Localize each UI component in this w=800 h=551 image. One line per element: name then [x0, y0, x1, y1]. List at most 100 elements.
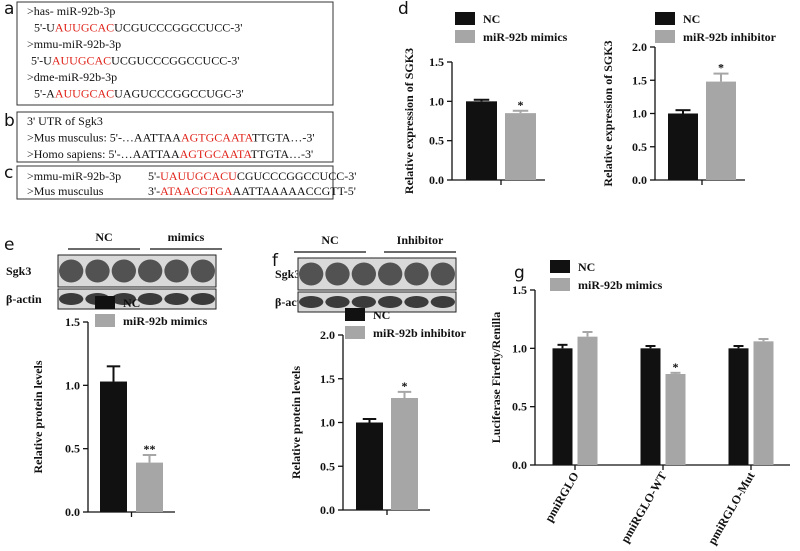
sequence-line: >has- miR-92b-3p: [27, 4, 115, 18]
y-tick-label: 0.0: [512, 458, 527, 472]
blot-band: [351, 262, 376, 286]
sequence-line: >dme-miR-92b-3p: [27, 70, 117, 84]
legend-swatch: [345, 308, 365, 321]
panel-label: f: [272, 251, 279, 271]
sequence-segment: 5'-U: [31, 54, 52, 68]
blot-band: [138, 259, 163, 283]
panel-label: e: [4, 235, 14, 255]
panel-a-box: [16, 1, 334, 106]
sequence-segment: >mmu-miR-92b-3p: [27, 37, 121, 51]
panel-label: g: [514, 263, 525, 283]
sequence-segment: >dme-miR-92b-3p: [27, 70, 117, 84]
sequence-segment: UCGUCCCGGCCUCC-3': [111, 54, 239, 68]
y-tick-label: 1.5: [632, 73, 647, 87]
legend-label: miR-92b mimics: [123, 314, 208, 328]
panel-b-box: [16, 111, 334, 163]
y-tick-label: 1.0: [429, 94, 444, 108]
legend-label: miR-92b mimics: [578, 278, 663, 292]
panel-label: b: [4, 111, 15, 131]
blot-band: [164, 259, 189, 283]
y-tick-label: 0.5: [632, 140, 647, 154]
blot-frame: [297, 257, 457, 291]
bar: [391, 398, 418, 510]
bar: [640, 348, 661, 465]
legend-label: NC: [483, 12, 500, 26]
sequence-segment: AGTGCAATA: [181, 131, 254, 145]
sequence-segment: AUUGCAC: [55, 21, 114, 35]
bar: [706, 81, 736, 180]
y-tick-label: 0.5: [320, 459, 335, 473]
sequence-segment: AUUGCAC: [55, 87, 114, 101]
blot-band: [59, 293, 84, 305]
blot-group-label: Inhibitor: [397, 233, 444, 247]
y-axis-label: Relative protein levels: [31, 360, 45, 473]
blot-row-label: β-actin: [6, 292, 42, 306]
sequence-segment: UCGUCCCGGCCUCC-3': [114, 21, 242, 35]
panel-label: c: [4, 163, 13, 183]
blot-band: [378, 262, 403, 286]
y-axis-label: Luciferase Firefly/Renilla: [489, 312, 503, 443]
bar: [505, 113, 536, 180]
blot-band: [111, 259, 136, 283]
sequence-segment: >Homo sapiens: 5'-…AATTAA: [27, 147, 180, 161]
sequence-segment: TTGTA…-3': [252, 131, 315, 145]
blot-band: [404, 296, 429, 308]
significance-mark: *: [718, 61, 724, 75]
bar: [100, 381, 127, 512]
legend-label: NC: [373, 308, 390, 322]
blot-band: [325, 262, 350, 286]
bar: [668, 113, 698, 180]
sequence-segment: >has- miR-92b-3p: [27, 4, 115, 18]
blot-band: [404, 262, 429, 286]
sequence-segment: >Mus musculus: 5'-…AATTAA: [27, 131, 181, 145]
sequence-segment: AATTAAAAACCGTT-5': [233, 184, 356, 198]
sequence-name: >mmu-miR-92b-3p: [27, 169, 121, 183]
bar: [665, 374, 686, 465]
panel-label: d: [398, 0, 409, 19]
sequence-segment: UAGUCCCGGCCUGC-3': [114, 87, 244, 101]
y-tick-label: 1.5: [429, 55, 444, 69]
y-tick-label: 1.0: [512, 341, 527, 355]
bar: [577, 336, 598, 465]
sequence-line: 5'-AAUUGCACUAGUCCCGGCCUGC-3': [31, 87, 244, 101]
x-tick-label: pmiRGLO-Mut: [705, 470, 758, 547]
bar: [728, 348, 749, 465]
x-tick-label: pmiRGLO-WT: [618, 470, 670, 546]
y-tick-label: 1.0: [632, 107, 647, 121]
sequence-segment: ATAACGTGA: [160, 184, 233, 198]
y-tick-label: 1.5: [512, 283, 527, 297]
sequence-line: 3' UTR of Sgk3: [27, 114, 103, 128]
y-tick-label: 2.0: [632, 40, 647, 54]
y-axis-label: Relative expression of SGK3: [402, 48, 416, 194]
sequence-segment: 5'-U: [31, 21, 55, 35]
sequence-segment: 3'-: [148, 184, 160, 198]
blot-band: [299, 296, 324, 308]
y-tick-label: 0.5: [429, 134, 444, 148]
legend-label: miR-92b inhibitor: [373, 326, 467, 340]
sequence-line: 3'-ATAACGTGAAATTAAAAACCGTT-5': [148, 184, 356, 198]
sequence-segment: UAUUGCACU: [160, 169, 237, 183]
legend-label: miR-92b inhibitor: [683, 30, 777, 44]
blot-band: [378, 296, 403, 308]
legend-swatch: [95, 314, 115, 327]
legend-label: miR-92b mimics: [483, 30, 568, 44]
y-tick-label: 0.5: [65, 442, 80, 456]
legend-swatch: [655, 30, 675, 43]
y-tick-label: 1.5: [320, 372, 335, 386]
sequence-segment: 3' UTR of Sgk3: [27, 114, 103, 128]
sequence-line: >Mus musculus: 5'-…AATTAAAGTGCAATATTGTA……: [27, 131, 315, 145]
sequence-segment: TTGTA…-3': [251, 147, 314, 161]
bar: [753, 341, 774, 465]
blot-group-label: mimics: [168, 230, 205, 244]
y-axis-label: Relative expression of SGK3: [601, 40, 615, 186]
legend-swatch: [345, 326, 365, 339]
significance-mark: *: [673, 360, 679, 374]
y-tick-label: 1.0: [65, 378, 80, 392]
y-tick-label: 0.0: [320, 503, 335, 517]
blot-group-label: NC: [321, 233, 338, 247]
y-tick-label: 0.0: [632, 173, 647, 187]
blot-band: [190, 259, 215, 283]
sequence-line: 5'-UAUUGCACUCGUCCCGGCCUCC-3': [31, 21, 242, 35]
blot-row-label: Sgk3: [275, 267, 300, 281]
